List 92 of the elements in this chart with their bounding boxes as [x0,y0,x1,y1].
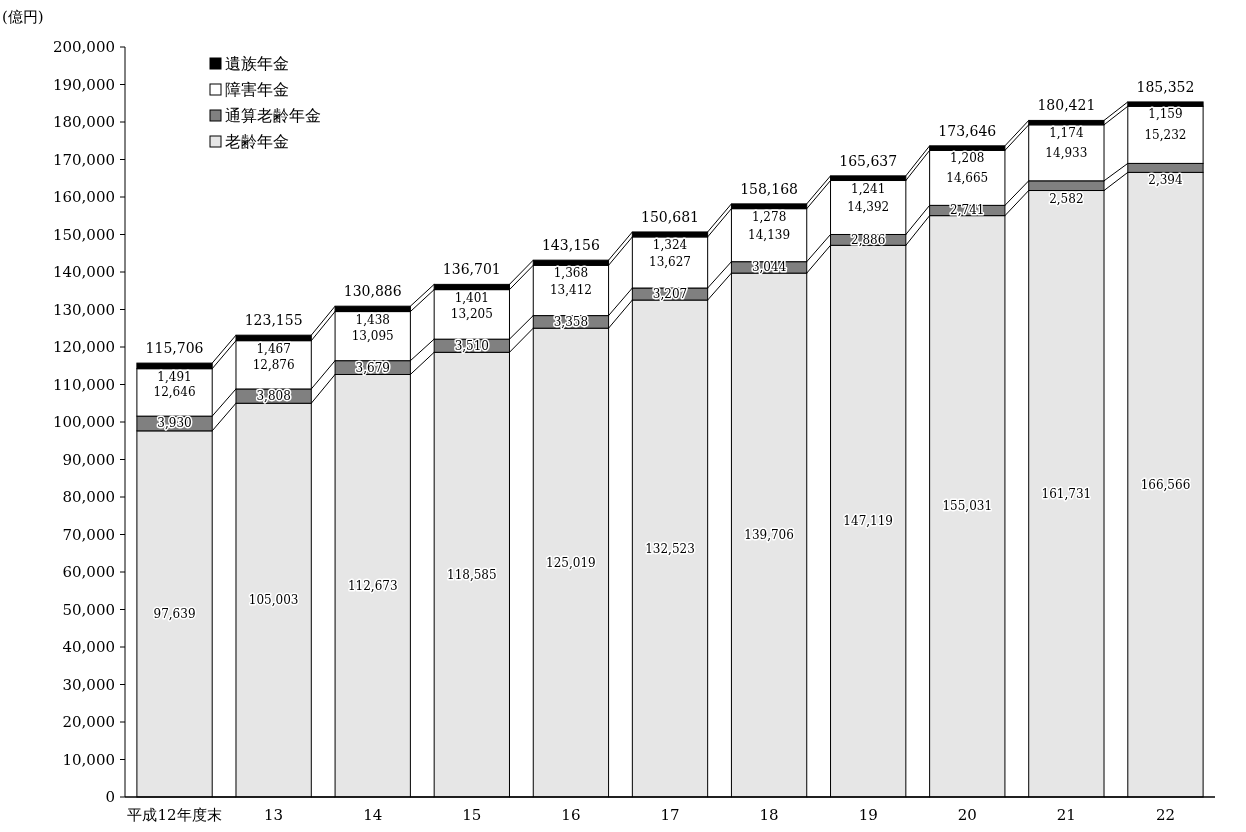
data-label: 1,174 [1049,125,1084,140]
data-label: 97,639 [153,606,196,621]
data-label: 3,510 [454,338,489,353]
data-label: 1,324 [652,237,688,252]
y-tick-label: 110,000 [52,375,115,394]
data-label: 1,159 [1148,107,1183,122]
total-label: 130,886 [343,283,402,300]
legend-label: 老齢年金 [225,132,289,151]
y-tick-label: 70,000 [62,525,115,544]
data-label: 1,208 [950,151,985,166]
data-label: 12,876 [252,357,295,372]
data-label: 14,392 [847,200,890,215]
legend-label: 障害年金 [225,80,289,99]
data-label: 139,706 [744,528,794,543]
data-label: 3,207 [652,287,688,302]
data-label: 3,930 [157,416,192,431]
data-label: 2,741 [950,203,985,218]
total-label: 173,646 [938,122,997,139]
x-tick-label: 14 [363,806,383,824]
data-label: 1,368 [553,266,589,281]
y-tick-label: 90,000 [62,450,115,469]
data-label: 3,358 [553,314,589,329]
data-label: 3,679 [355,360,390,375]
data-label: 13,412 [549,283,592,298]
total-label: 185,352 [1136,78,1195,95]
legend-label: 通算老齢年金 [225,106,321,125]
y-tick-label: 40,000 [62,638,115,656]
data-label: 2,394 [1148,173,1183,188]
data-label: 14,933 [1045,145,1088,160]
y-tick-label: 50,000 [62,600,115,619]
x-tick-label: 13 [264,806,284,824]
y-tick-label: 170,000 [52,150,115,169]
data-label: 1,467 [256,341,291,356]
total-label: 136,701 [442,261,501,278]
y-tick-label: 80,000 [62,488,115,506]
data-label: 1,278 [751,209,787,224]
y-tick-label: 190,000 [52,75,115,94]
y-tick-label: 180,000 [52,113,115,131]
data-label: 1,438 [355,312,390,327]
data-label: 13,095 [351,329,394,344]
data-label: 2,886 [851,232,886,247]
total-label: 123,155 [244,312,303,329]
x-tick-label: 21 [1056,806,1076,824]
total-label: 115,706 [145,340,204,357]
y-tick-label: 130,000 [52,300,115,319]
legend-label: 遺族年金 [225,54,289,73]
x-tick-label: 20 [957,806,977,824]
x-tick-label: 15 [462,806,482,824]
x-tick-label: 17 [660,806,680,824]
total-label: 150,681 [641,208,699,225]
data-label: 2,582 [1049,191,1084,206]
total-label: 180,421 [1037,97,1096,114]
data-label: 161,731 [1041,486,1092,501]
data-label: 1,401 [454,290,489,305]
x-tick-label: 18 [759,806,779,824]
data-label: 3,808 [256,389,291,404]
x-tick-label: 16 [561,806,581,824]
data-label: 1,241 [851,181,886,196]
data-label: 155,031 [942,499,993,514]
data-label: 132,523 [645,541,695,556]
y-tick-label: 120,000 [52,338,115,356]
data-label: 1,491 [157,369,192,384]
y-tick-label: 20,000 [62,713,115,731]
x-tick-label: 平成12年度末 [127,806,222,824]
x-tick-label: 22 [1155,806,1175,824]
y-tick-label: 60,000 [62,563,115,581]
total-label: 143,156 [541,237,600,254]
data-label: 105,003 [248,593,299,608]
data-label: 118,585 [447,567,497,582]
data-label: 3,044 [751,260,787,275]
x-tick-label: 19 [858,806,878,824]
data-label: 147,119 [843,514,893,529]
total-label: 165,637 [839,152,898,169]
data-label: 14,665 [946,170,989,185]
data-label: 15,232 [1144,127,1187,142]
total-label: 158,168 [740,180,799,197]
data-label: 13,627 [649,255,691,270]
data-label: 166,566 [1140,477,1191,492]
y-tick-label: 10,000 [62,750,115,769]
data-label: 14,139 [748,228,791,243]
y-tick-label: 100,000 [52,413,115,431]
y-tick-label: 150,000 [52,225,115,244]
data-label: 112,673 [347,578,398,593]
data-label: 12,646 [153,385,196,400]
y-tick-label: 160,000 [52,188,115,206]
y-tick-label: 30,000 [62,675,115,694]
y-tick-label: 140,000 [52,263,115,281]
data-label: 13,205 [450,307,493,322]
data-label: 125,019 [546,555,596,570]
y-axis-title: (億円) [2,8,44,26]
y-tick-label: 0 [105,788,115,806]
y-tick-label: 200,000 [52,38,115,56]
